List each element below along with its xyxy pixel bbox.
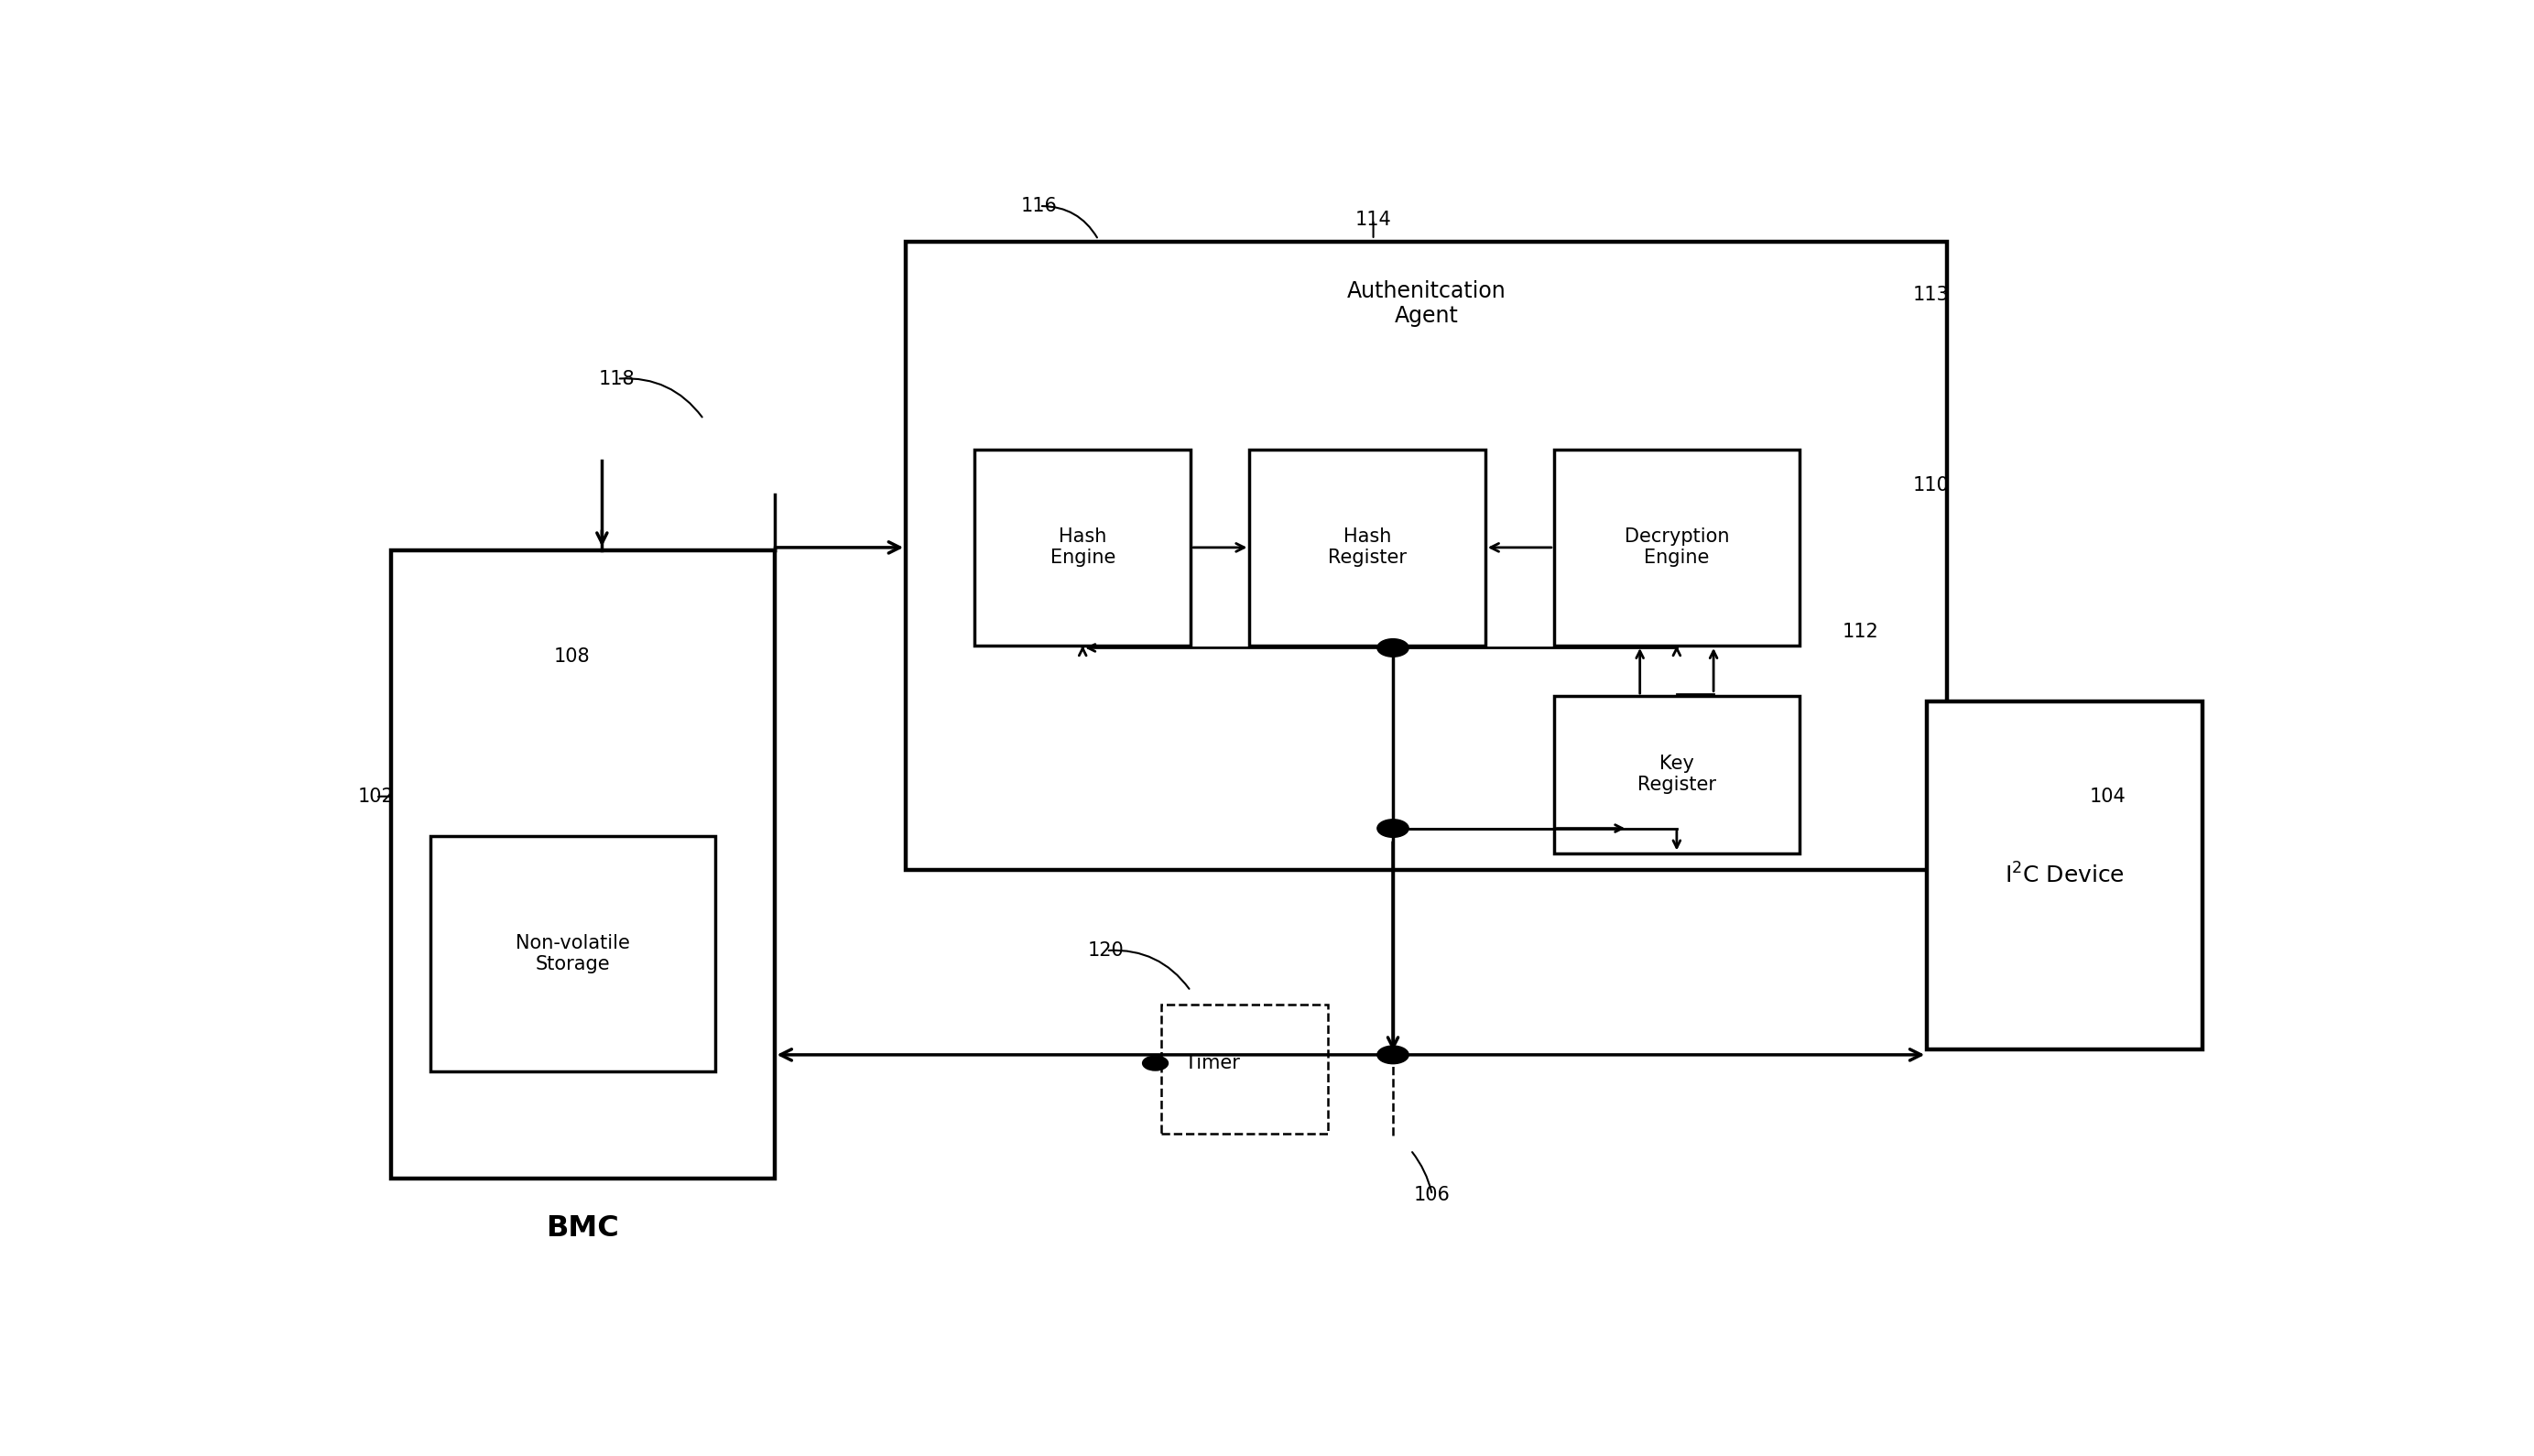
Text: 116: 116	[1021, 197, 1057, 215]
Text: 102: 102	[357, 788, 393, 807]
Text: Non-volatile
Storage: Non-volatile Storage	[517, 935, 631, 974]
Bar	[1161, 1005, 1328, 1133]
Text: I$^2$C Device: I$^2$C Device	[2004, 863, 2123, 888]
Text: Authenitcation
Agent: Authenitcation Agent	[1346, 280, 1505, 328]
Circle shape	[1378, 1045, 1409, 1064]
Circle shape	[1143, 1056, 1168, 1070]
Text: 106: 106	[1414, 1185, 1449, 1204]
Bar	[1553, 696, 1799, 853]
Text: Hash
Register: Hash Register	[1328, 527, 1406, 568]
Text: Hash
Engine: Hash Engine	[1049, 527, 1115, 568]
Bar	[390, 550, 775, 1178]
Bar	[1928, 702, 2202, 1050]
Text: 120: 120	[1087, 942, 1125, 960]
Bar	[976, 450, 1191, 645]
Text: 112: 112	[1842, 623, 1878, 641]
Text: 114: 114	[1356, 211, 1391, 229]
Bar	[431, 836, 715, 1072]
Circle shape	[1378, 639, 1409, 657]
Text: Decryption
Engine: Decryption Engine	[1624, 527, 1728, 568]
Text: 113: 113	[1913, 285, 1949, 304]
Circle shape	[1378, 820, 1409, 837]
Bar	[907, 242, 1946, 869]
Text: 104: 104	[2091, 788, 2126, 807]
Bar	[1249, 450, 1485, 645]
Text: 118: 118	[598, 370, 636, 387]
Text: Key
Register: Key Register	[1637, 754, 1716, 795]
Text: 108: 108	[555, 648, 590, 665]
Text: BMC: BMC	[547, 1214, 618, 1243]
Text: Timer: Timer	[1186, 1054, 1239, 1073]
Bar	[1553, 450, 1799, 645]
Text: 110: 110	[1913, 476, 1949, 495]
